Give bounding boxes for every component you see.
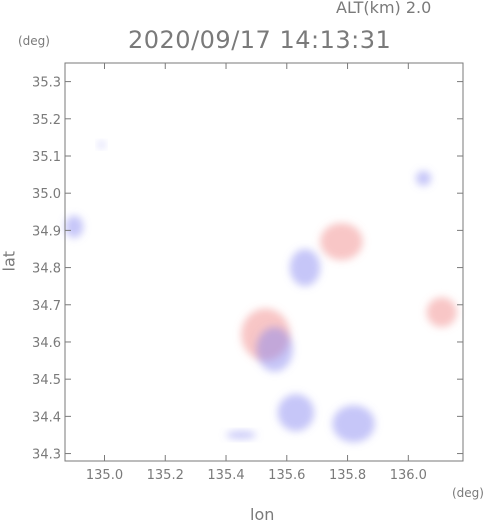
echo-region-northcentral-red xyxy=(320,222,363,261)
y-tick-label: 35.0 xyxy=(32,187,61,202)
echo-region-north-mixed xyxy=(289,248,321,287)
y-tick-label: 34.3 xyxy=(32,448,61,463)
x-tick-label: 136.0 xyxy=(390,468,427,483)
x-tick-label: 135.2 xyxy=(147,468,184,483)
y-tick-label: 34.8 xyxy=(32,262,61,277)
x-tick-label: 135.0 xyxy=(86,468,123,483)
timestamp-title: 2020/09/17 14:13:31 xyxy=(128,26,392,54)
echo-region-west-edge-blue xyxy=(65,215,84,238)
y-tick-label: 34.6 xyxy=(32,336,61,351)
echo-region-north-small xyxy=(98,141,105,148)
y-tick-label: 34.7 xyxy=(32,299,61,314)
echo-region-south-trail xyxy=(226,431,257,439)
x-axis-label: lon xyxy=(250,505,275,524)
x-axis-unit: (deg) xyxy=(452,486,484,500)
y-ticks: 34.3 34.4 34.5 34.6 34.7 34.8 34.9 35.0 35.1 35.2… xyxy=(32,76,463,463)
x-tick-label: 135.6 xyxy=(268,468,305,483)
echo-regions xyxy=(65,141,457,443)
y-axis-unit: (deg) xyxy=(18,34,50,48)
x-ticks: 135.0 135.2 135.4 135.6 135.8 136.0 xyxy=(86,63,427,483)
echo-region-south-blue-1 xyxy=(277,394,315,432)
y-tick-label: 35.3 xyxy=(32,76,61,91)
echo-region-northeast-small xyxy=(415,170,432,186)
echo-region-central-mixed-blue xyxy=(256,327,293,372)
x-tick-label: 135.8 xyxy=(329,468,366,483)
y-tick-label: 35.2 xyxy=(32,113,61,128)
y-tick-label: 34.4 xyxy=(32,410,61,425)
y-tick-label: 35.1 xyxy=(32,150,61,165)
x-tick-label: 135.4 xyxy=(207,468,244,483)
echo-region-south-blue-2 xyxy=(332,405,375,443)
plot-frame xyxy=(64,62,464,462)
altitude-label: ALT(km) 2.0 xyxy=(336,0,432,17)
echo-region-east-red xyxy=(426,297,457,328)
y-tick-label: 34.5 xyxy=(32,373,61,388)
y-tick-label: 34.9 xyxy=(32,224,61,239)
